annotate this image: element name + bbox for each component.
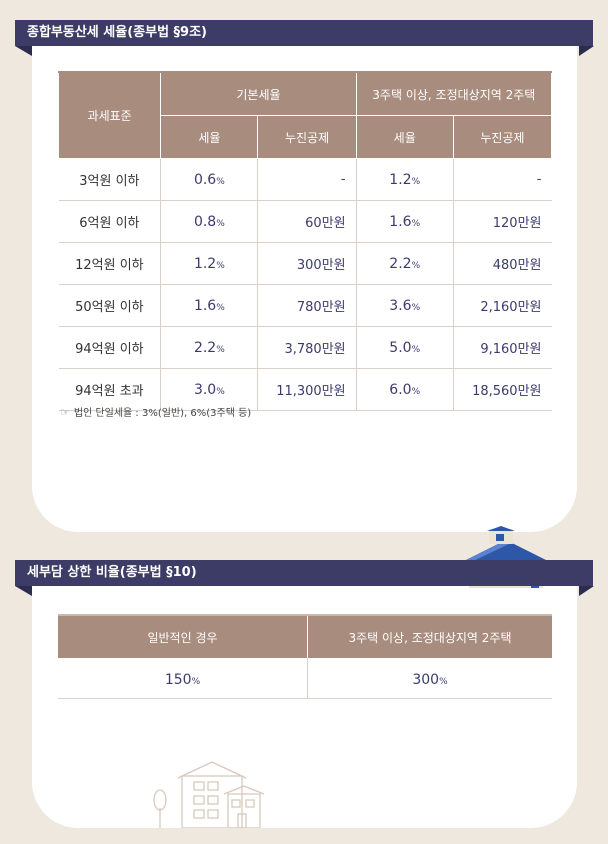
basic-rate-cell: 2.2% <box>160 326 258 369</box>
header-multi-rate: 세율 <box>355 115 454 159</box>
header-multi-deduction: 누진공제 <box>452 115 553 159</box>
basic-rate-cell: 3.0% <box>160 368 258 411</box>
section-title-tax-rate: 종합부동산세 세율(종부법 §9조) <box>15 20 594 56</box>
cap-ratio-table: 일반적인 경우 3주택 이상, 조정대상지역 2주택 150% 300% <box>58 614 552 699</box>
multi-rate-cell: 1.6% <box>355 200 454 243</box>
basic-rate-cell: 1.2% <box>160 242 258 285</box>
multi-cap-cell: 300% <box>307 658 552 699</box>
basic-deduction-cell: 780만원 <box>257 284 357 327</box>
multi-rate-cell: 6.0% <box>355 368 454 411</box>
note-text: 법인 단일세율 : 3%(일반), 6%(3주택 등) <box>73 408 252 419</box>
tax-base-cell: 94억원 초과 <box>58 368 161 411</box>
section-title-cap-ratio: 세부담 상한 비율(종부법 §10) <box>15 560 594 596</box>
tax-base-cell: 12억원 이하 <box>58 242 161 285</box>
tax-row: 6억원 이하 0.8% 60만원 1.6% 120만원 <box>58 200 552 243</box>
tax-rate-table: 과세표준 기본세율 3주택 이상, 조정대상지역 2주택 세율 누진공제 세율 … <box>57 71 553 411</box>
hand-pointing-icon: ☞ <box>60 406 70 419</box>
header-multi-home-case: 3주택 이상, 조정대상지역 2주택 <box>307 614 552 658</box>
header-basic-rate-group: 기본세율 <box>160 71 357 116</box>
tax-row: 50억원 이하 1.6% 780만원 3.6% 2,160만원 <box>58 284 552 327</box>
basic-deduction-cell: 300만원 <box>257 242 357 285</box>
tax-base-cell: 94억원 이하 <box>58 326 161 369</box>
multi-deduction-cell: 120만원 <box>452 200 552 243</box>
basic-deduction-cell: 60만원 <box>257 200 357 243</box>
basic-deduction-cell: 11,300만원 <box>257 368 357 411</box>
tax-base-cell: 3억원 이하 <box>58 158 161 201</box>
general-cap-cell: 150% <box>58 658 308 699</box>
multi-deduction-cell: 9,160만원 <box>452 326 552 369</box>
multi-rate-cell: 3.6% <box>355 284 454 327</box>
building-sketch-icon <box>153 761 265 828</box>
tax-row: 12억원 이하 1.2% 300만원 2.2% 480만원 <box>58 242 552 285</box>
corporate-rate-note: ☞ 법인 단일세율 : 3%(일반), 6%(3주택 등) <box>60 404 251 419</box>
multi-rate-cell: 1.2% <box>355 158 454 201</box>
basic-rate-cell: 0.6% <box>160 158 258 201</box>
header-basic-deduction: 누진공제 <box>257 115 357 159</box>
header-multi-home-group: 3주택 이상, 조정대상지역 2주택 <box>355 71 553 116</box>
multi-deduction-cell: 2,160만원 <box>452 284 552 327</box>
basic-rate-cell: 1.6% <box>160 284 258 327</box>
multi-rate-cell: 5.0% <box>355 326 454 369</box>
basic-rate-cell: 0.8% <box>160 200 258 243</box>
multi-deduction-cell: 18,560만원 <box>452 368 552 411</box>
multi-rate-cell: 2.2% <box>355 242 454 285</box>
multi-deduction-cell: - <box>452 158 552 201</box>
tax-row: 94억원 이하 2.2% 3,780만원 5.0% 9,160만원 <box>58 326 552 369</box>
basic-deduction-cell: - <box>257 158 357 201</box>
header-basic-rate: 세율 <box>160 115 259 159</box>
tax-row: 3억원 이하 0.6% -1.2% - <box>58 158 552 201</box>
tax-base-cell: 50억원 이하 <box>58 284 161 327</box>
multi-deduction-cell: 480만원 <box>452 242 552 285</box>
cap-row: 150% 300% <box>58 658 552 699</box>
header-base: 과세표준 <box>57 71 162 159</box>
header-general-case: 일반적인 경우 <box>58 614 308 658</box>
tax-base-cell: 6억원 이하 <box>58 200 161 243</box>
tax-row: 94억원 초과 3.0% 11,300만원 6.0% 18,560만원 <box>58 368 552 411</box>
basic-deduction-cell: 3,780만원 <box>257 326 357 369</box>
